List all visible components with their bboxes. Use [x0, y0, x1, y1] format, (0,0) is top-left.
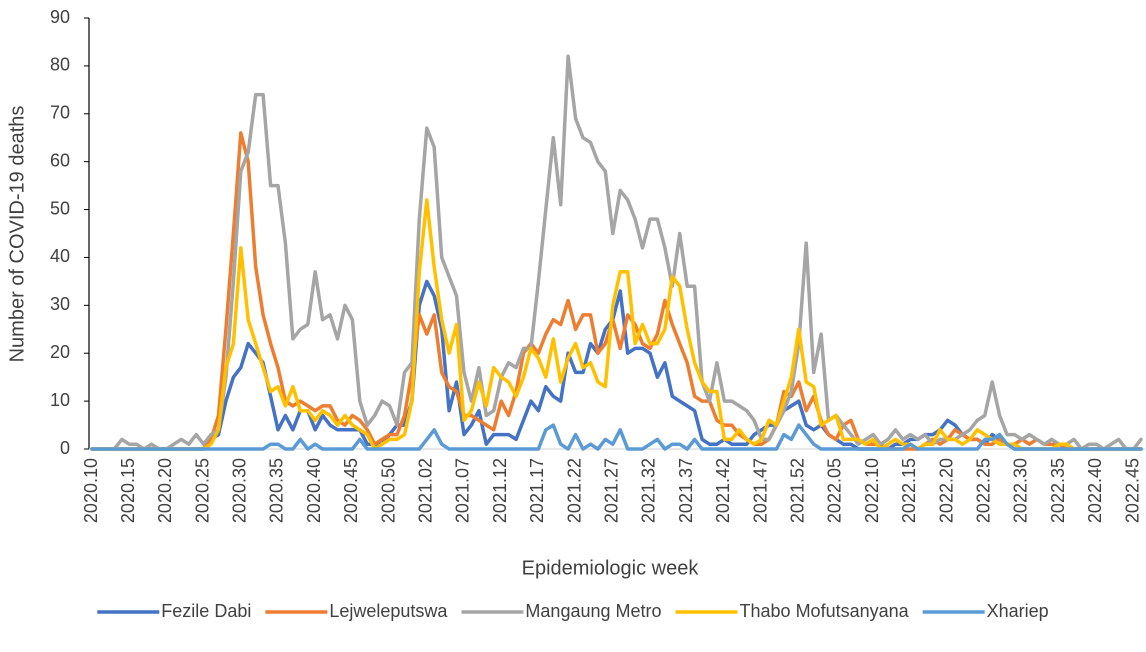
x-tick-label: 2022.05 [825, 458, 845, 523]
y-tick-label: 40 [50, 246, 70, 266]
x-tick-label: 2021.07 [453, 458, 473, 523]
legend-label: Mangaung Metro [525, 601, 661, 621]
y-tick-label: 80 [50, 55, 70, 75]
x-tick-label: 2021.52 [788, 458, 808, 523]
x-tick-label: 2022.45 [1122, 458, 1142, 523]
x-tick-label: 2020.35 [267, 458, 287, 523]
y-tick-label: 70 [50, 103, 70, 123]
y-tick-label: 20 [50, 342, 70, 362]
x-tick-label: 2022.40 [1085, 458, 1105, 523]
legend-label: Fezile Dabi [161, 601, 251, 621]
x-tick-label: 2021.32 [639, 458, 659, 523]
x-tick-label: 2020.20 [155, 458, 175, 523]
x-tick-label: 2021.12 [490, 458, 510, 523]
x-tick-label: 2020.15 [118, 458, 138, 523]
x-tick-label: 2021.02 [416, 458, 436, 523]
x-tick-label: 2020.40 [304, 458, 324, 523]
y-tick-label: 0 [60, 438, 70, 458]
x-tick-label: 2020.45 [341, 458, 361, 523]
x-tick-label: 2021.42 [713, 458, 733, 523]
series-line [90, 54, 1143, 451]
x-tick-label: 2021.27 [602, 458, 622, 523]
series-line [90, 198, 1143, 451]
x-tick-label: 2020.50 [378, 458, 398, 523]
y-tick-label: 90 [50, 7, 70, 27]
x-tick-label: 2021.47 [750, 458, 770, 523]
series-line [90, 279, 1143, 451]
legend-label: Lejweleputswa [329, 601, 448, 621]
y-axis-title: Number of COVID-19 deaths [6, 106, 28, 363]
y-tick-label: 50 [50, 198, 70, 218]
x-tick-label: 2020.25 [192, 458, 212, 523]
x-tick-label: 2020.10 [81, 458, 101, 523]
series-line [90, 423, 1143, 451]
x-tick-label: 2022.20 [936, 458, 956, 523]
x-tick-label: 2021.22 [564, 458, 584, 523]
x-tick-label: 2022.35 [1048, 458, 1068, 523]
x-tick-label: 2020.30 [230, 458, 250, 523]
y-tick-label: 60 [50, 150, 70, 170]
x-tick-label: 2022.25 [974, 458, 994, 523]
y-tick-label: 10 [50, 390, 70, 410]
legend-label: Xhariep [987, 601, 1049, 621]
x-tick-label: 2021.37 [676, 458, 696, 523]
x-tick-label: 2021.17 [527, 458, 547, 523]
series-line [90, 131, 1143, 451]
legend: Fezile Dabi Lejweleputswa Mangaung Metro Th… [97, 601, 1049, 621]
x-tick-label: 2022.10 [862, 458, 882, 523]
x-axis-title: Epidemiologic week [522, 557, 700, 579]
x-tick-label: 2022.30 [1011, 458, 1031, 523]
y-tick-label: 30 [50, 294, 70, 314]
legend-label: Thabo Mofutsanyana [740, 601, 910, 621]
x-tick-label: 2022.15 [899, 458, 919, 523]
